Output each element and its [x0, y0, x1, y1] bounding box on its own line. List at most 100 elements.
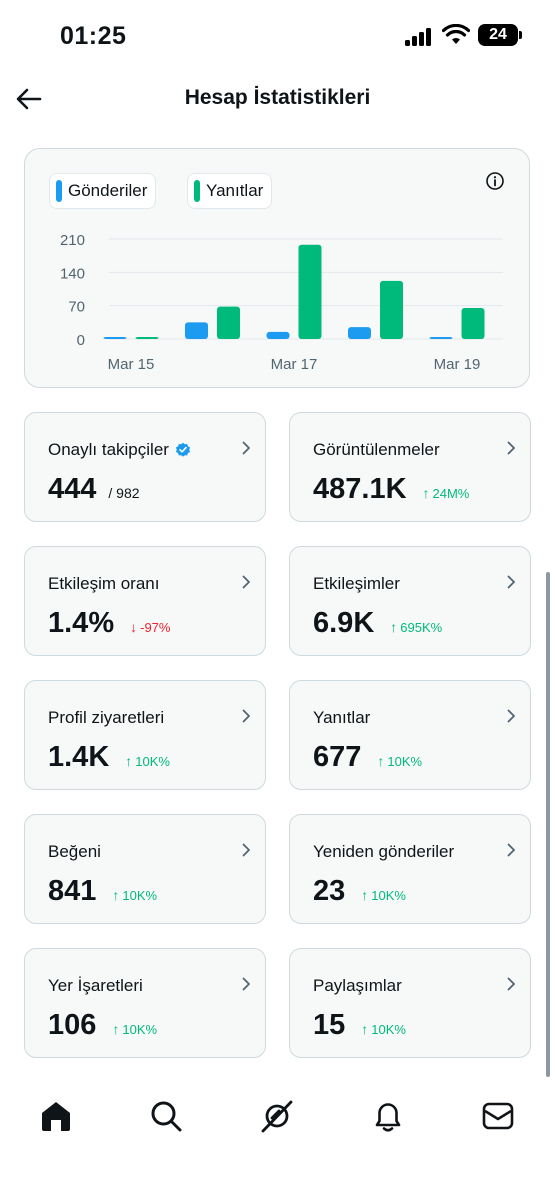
- chevron-right-icon: [242, 441, 250, 455]
- stat-label: Yer İşaretleri: [48, 976, 143, 996]
- stat-change-value: -97%: [140, 619, 171, 635]
- stat-label: Profil ziyaretleri: [48, 708, 164, 728]
- stat-label-text: Yer İşaretleri: [48, 976, 143, 995]
- stat-label: Onaylı takipçiler: [48, 440, 191, 460]
- stat-change: ↑ 10K%: [112, 887, 157, 903]
- stat-label-text: Onaylı takipçiler: [48, 440, 169, 459]
- stat-label: Yeniden gönderiler: [313, 842, 454, 862]
- chevron-right-icon: [242, 575, 250, 589]
- stat-label: Yanıtlar: [313, 708, 370, 728]
- back-arrow-icon[interactable]: [14, 84, 44, 114]
- stat-card-bookmarks[interactable]: Yer İşaretleri 106 ↑ 10K%: [24, 948, 266, 1058]
- stat-value: 677: [313, 741, 362, 773]
- stat-card-reposts[interactable]: Yeniden gönderiler 23 ↑ 10K%: [289, 814, 531, 924]
- grok-icon[interactable]: [259, 1098, 295, 1134]
- x-tick-label: Mar 15: [108, 356, 155, 373]
- stat-card-profile-visits[interactable]: Profil ziyaretleri 1.4K ↑ 10K%: [24, 680, 266, 790]
- stat-change: ↓ -97%: [130, 619, 170, 635]
- stat-change: ↑ 10K%: [125, 753, 170, 769]
- stat-label-text: Profil ziyaretleri: [48, 708, 165, 727]
- x-tick-label: Mar 19: [434, 356, 481, 373]
- stat-label-text: Beğeni: [48, 842, 101, 861]
- search-icon[interactable]: [148, 1098, 184, 1134]
- bottom-navigation: [0, 1078, 555, 1158]
- stat-label: Görüntülenmeler: [313, 440, 440, 460]
- arrow-up-icon: ↑: [125, 753, 133, 769]
- notifications-icon[interactable]: [370, 1098, 406, 1134]
- info-icon[interactable]: [485, 171, 505, 191]
- bar-replies[interactable]: [461, 308, 485, 339]
- arrow-up-icon: ↑: [112, 887, 120, 903]
- stat-change-value: 695K%: [400, 619, 443, 635]
- bar-replies[interactable]: [380, 280, 403, 339]
- stat-change: ↑ 10K%: [377, 753, 422, 769]
- legend-label-posts: Gönderiler: [68, 181, 148, 200]
- stat-change: ↑ 695K%: [390, 619, 442, 635]
- bar-posts[interactable]: [103, 337, 127, 339]
- stat-value-row: 677 ↑ 10K%: [313, 741, 422, 774]
- arrow-up-icon: ↑: [377, 753, 385, 769]
- stat-card-likes[interactable]: Beğeni 841 ↑ 10K%: [24, 814, 266, 924]
- arrow-up-icon: ↑: [422, 485, 430, 501]
- stat-label: Etkileşim oranı: [48, 574, 159, 594]
- scrollbar[interactable]: [546, 572, 550, 1077]
- y-tick-label: 210: [60, 232, 85, 249]
- arrow-up-icon: ↑: [112, 1021, 120, 1037]
- chevron-right-icon: [242, 709, 250, 723]
- bar-chart: 0 70 140 210 Mar 15 Mar 17 Mar 19: [60, 232, 503, 373]
- stat-label-text: Görüntülenmeler: [313, 440, 440, 459]
- legend-item-replies[interactable]: Yanıtlar: [187, 173, 273, 209]
- stat-change-value: 10K%: [371, 1021, 406, 1037]
- stat-value-row: 444 / 982: [48, 473, 140, 506]
- stat-value-row: 1.4K ↑ 10K%: [48, 741, 170, 774]
- arrow-up-icon: ↑: [361, 1021, 369, 1037]
- messages-icon[interactable]: [480, 1098, 516, 1134]
- chart-card: 0 70 140 210 Mar 15 Mar 17 Mar 19 Gönderiler Y…: [24, 148, 530, 388]
- chevron-right-icon: [242, 843, 250, 857]
- arrow-up-icon: ↑: [390, 619, 398, 635]
- bar-replies[interactable]: [135, 337, 159, 339]
- arrow-down-icon: ↓: [130, 619, 138, 635]
- bar-posts[interactable]: [348, 327, 371, 339]
- stat-card-impressions[interactable]: Görüntülenmeler 487.1K ↑ 24M%: [289, 412, 531, 522]
- stat-value-row: 487.1K ↑ 24M%: [313, 473, 469, 506]
- chevron-right-icon: [507, 843, 515, 857]
- stat-change: ↑ 10K%: [361, 1021, 406, 1037]
- stat-label: Paylaşımlar: [313, 976, 402, 996]
- y-tick-label: 70: [68, 299, 85, 316]
- bar-replies[interactable]: [217, 306, 240, 339]
- bar-posts[interactable]: [185, 322, 208, 339]
- stat-change-value: 10K%: [135, 753, 170, 769]
- stat-total: / 982: [108, 485, 140, 501]
- bar-replies[interactable]: [298, 244, 322, 339]
- home-icon[interactable]: [38, 1098, 74, 1134]
- stat-label-text: Etkileşim oranı: [48, 574, 160, 593]
- stat-card-replies[interactable]: Yanıtlar 677 ↑ 10K%: [289, 680, 531, 790]
- stat-value: 23: [313, 875, 346, 907]
- stat-label-text: Etkileşimler: [313, 574, 400, 593]
- bar-posts[interactable]: [266, 331, 290, 339]
- stat-value: 487.1K: [313, 473, 407, 505]
- chevron-right-icon: [507, 977, 515, 991]
- stat-card-engagement-rate[interactable]: Etkileşim oranı 1.4% ↓ -97%: [24, 546, 266, 656]
- stat-value: 1.4K: [48, 741, 110, 773]
- stat-value: 6.9K: [313, 607, 375, 639]
- cellular-signal-icon: [405, 28, 433, 46]
- status-bar: 01:25 24: [0, 0, 555, 72]
- bar-posts[interactable]: [429, 337, 453, 339]
- stat-card-verified-followers[interactable]: Onaylı takipçiler 444 / 982: [24, 412, 266, 522]
- status-time: 01:25: [60, 22, 127, 50]
- stat-label-text: Yanıtlar: [313, 708, 371, 727]
- stat-card-engagements[interactable]: Etkileşimler 6.9K ↑ 695K%: [289, 546, 531, 656]
- stat-change: ↑ 10K%: [361, 887, 406, 903]
- arrow-up-icon: ↑: [361, 887, 369, 903]
- stat-card-shares[interactable]: Paylaşımlar 15 ↑ 10K%: [289, 948, 531, 1058]
- stat-label: Etkileşimler: [313, 574, 400, 594]
- legend-item-posts[interactable]: Gönderiler: [49, 173, 157, 209]
- stat-value: 106: [48, 1009, 97, 1041]
- stat-value: 15: [313, 1009, 346, 1041]
- chevron-right-icon: [507, 709, 515, 723]
- stat-value: 444: [48, 473, 97, 505]
- stat-change: ↑ 10K%: [112, 1021, 157, 1037]
- stat-label-text: Yeniden gönderiler: [313, 842, 455, 861]
